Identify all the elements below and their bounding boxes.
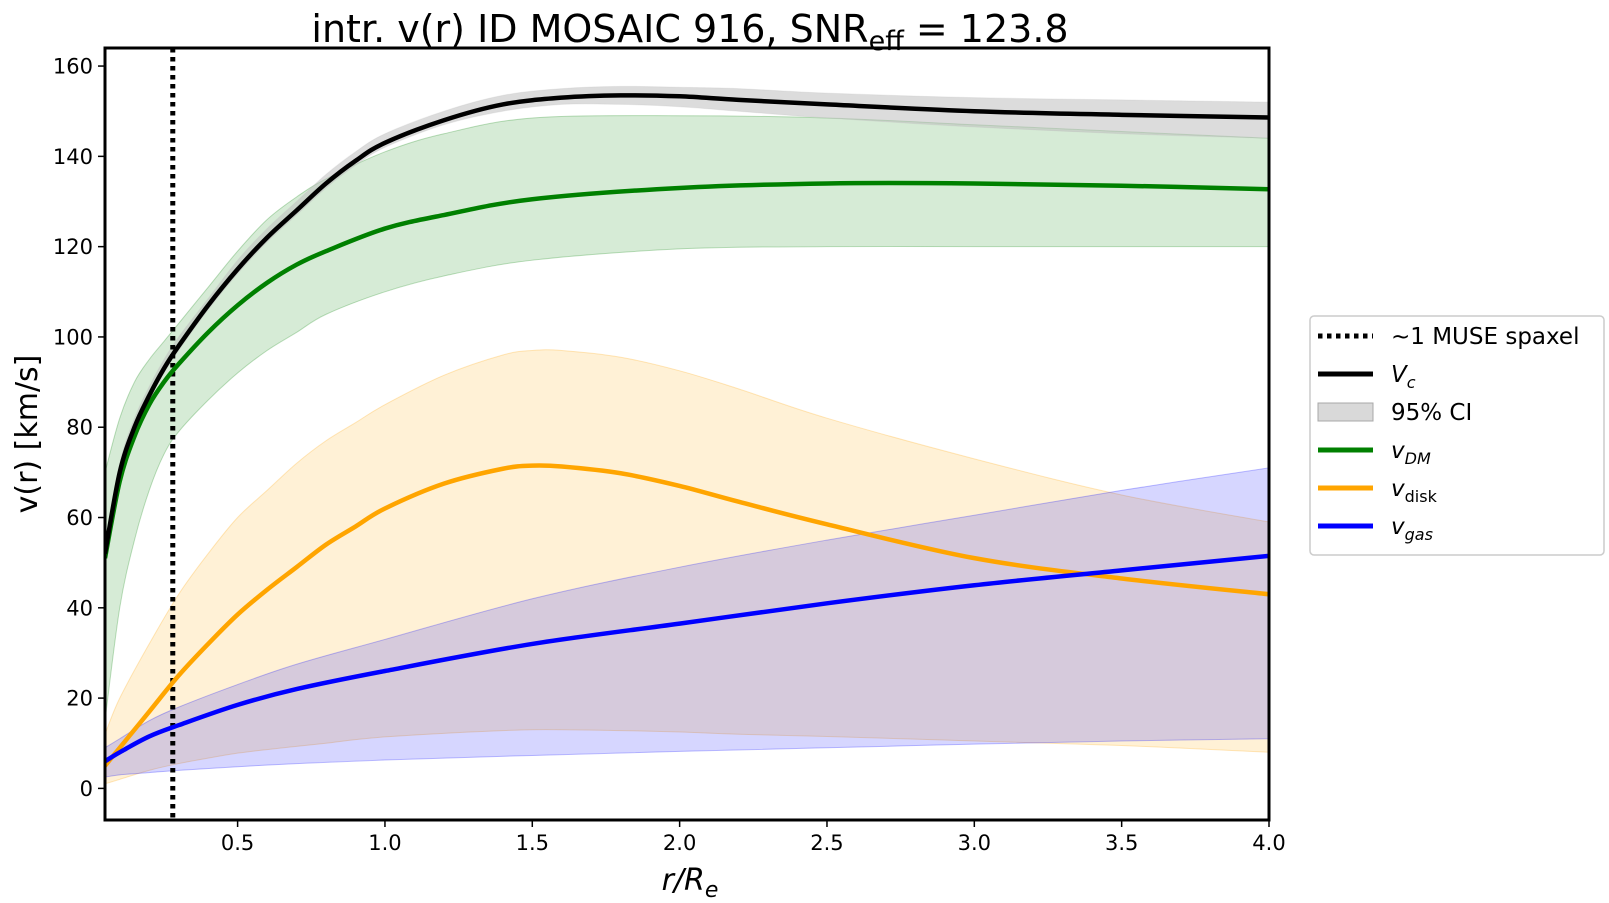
legend-label-gas: vgas xyxy=(1391,514,1433,544)
y-tick-label: 80 xyxy=(66,416,93,440)
y-ticks: 0 20 40 60 80 100 120 140 160 xyxy=(53,55,105,801)
x-tick-label: 3.0 xyxy=(958,831,991,855)
chart-title: intr. v(r) ID MOSAIC 916, SNReff = 123.8 xyxy=(311,7,1068,57)
legend-label-ci: 95% CI xyxy=(1391,400,1472,426)
x-axis-label: r/Re xyxy=(662,863,719,903)
legend-label-disk: vdisk xyxy=(1391,476,1438,506)
series-line-dm xyxy=(105,180,1269,559)
title-subscript: eff xyxy=(869,26,906,57)
ci-band-c xyxy=(105,85,1269,563)
ci-bands xyxy=(105,85,1269,785)
series-line-disk xyxy=(105,463,1269,768)
x-tick-label: 4.0 xyxy=(1252,831,1285,855)
legend-box xyxy=(1309,315,1605,556)
x-tick-label: 1.5 xyxy=(516,831,549,855)
x-tick-label: 3.5 xyxy=(1105,831,1138,855)
x-tick-label: 1.0 xyxy=(368,831,401,855)
plot-frame xyxy=(103,46,1271,822)
y-tick-label: 60 xyxy=(66,506,93,530)
ci-band-disk xyxy=(105,349,1269,785)
series-lines xyxy=(105,93,1269,768)
legend-label-dm: vDM xyxy=(1391,438,1431,468)
y-tick-label: 0 xyxy=(80,777,93,801)
y-tick-label: 40 xyxy=(66,596,93,620)
legend-label-vc: Vc xyxy=(1391,362,1416,392)
x-axis-label-sub: e xyxy=(705,878,719,903)
y-tick-label: 20 xyxy=(66,687,93,711)
x-tick-label: 2.5 xyxy=(810,831,843,855)
legend: ~1 MUSE spaxel Vc 95% CI vDM vdisk vgas xyxy=(1309,315,1605,556)
y-tick-label: 120 xyxy=(53,235,93,259)
y-tick-label: 160 xyxy=(53,55,93,79)
y-axis-label: v(r) [km/s] xyxy=(10,355,45,514)
y-tick-label: 140 xyxy=(53,145,93,169)
y-tick-label: 100 xyxy=(53,325,93,349)
series-line-gas xyxy=(105,553,1269,764)
series-line-c xyxy=(105,93,1269,555)
legend-swatch-ci xyxy=(1317,402,1374,422)
x-tick-label: 2.0 xyxy=(663,831,696,855)
x-tick-label: 0.5 xyxy=(221,831,254,855)
ci-band-dm xyxy=(105,115,1269,721)
x-ticks: 0.5 1.0 1.5 2.0 2.5 3.0 3.5 4.0 xyxy=(221,820,1286,855)
title-suffix: = 123.8 xyxy=(904,7,1069,51)
legend-label-spaxel: ~1 MUSE spaxel xyxy=(1391,324,1579,350)
